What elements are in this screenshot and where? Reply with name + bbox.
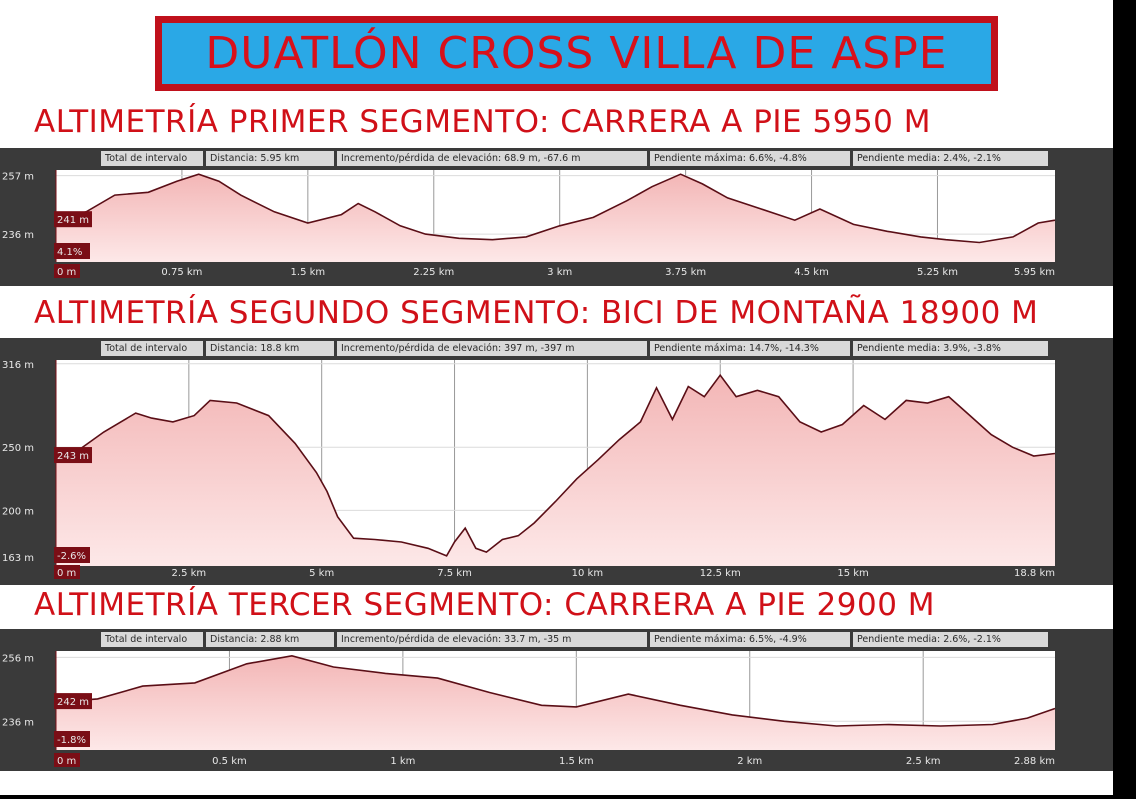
y-tick-label: 257 m xyxy=(2,172,34,183)
y-tick-label: 200 m xyxy=(2,506,34,517)
elevation-area xyxy=(56,375,1055,566)
stat-distance: Distancia: 18.8 km xyxy=(206,341,334,356)
elevation-panel-1: Total de intervalo Distancia: 5.95 km In… xyxy=(0,148,1113,286)
x-tick-label: 18.8 km xyxy=(1014,568,1055,579)
x-tick-label: 5 km xyxy=(309,568,334,579)
bottom-border xyxy=(0,795,1136,799)
marker-elev-box xyxy=(54,693,92,710)
start-label-box xyxy=(54,565,80,579)
marker-grade: 4.1% xyxy=(57,247,82,258)
marker-grade-box xyxy=(54,731,90,747)
x-tick-label: 15 km xyxy=(837,568,868,579)
marker-grade-box xyxy=(54,547,90,563)
stats-bar-3: Total de intervalo Distancia: 2.88 km In… xyxy=(0,629,1113,649)
stat-interval: Total de intervalo xyxy=(101,151,203,166)
title-banner-inner: DUATLÓN CROSS VILLA DE ASPE xyxy=(162,23,991,84)
stat-gain-loss: Incremento/pérdida de elevación: 68.9 m,… xyxy=(337,151,647,166)
stat-avg-slope: Pendiente media: 3.9%, -3.8% xyxy=(853,341,1048,356)
elevation-line xyxy=(55,654,1056,727)
x-tick-label: 2.25 km xyxy=(413,267,454,278)
marker-elev-box xyxy=(54,447,92,464)
stat-distance: Distancia: 2.88 km xyxy=(206,632,334,647)
marker-elevation: 241 m xyxy=(57,215,89,226)
x-tick-label: 1 km xyxy=(390,756,415,767)
y-tick-label: 236 m xyxy=(2,230,34,241)
stat-max-slope: Pendiente máxima: 14.7%, -14.3% xyxy=(650,341,850,356)
marker-grade: -1.8% xyxy=(57,735,86,746)
y-tick-label: 163 m xyxy=(2,553,34,564)
x-tick-label: 5.95 km xyxy=(1014,267,1055,278)
elevation-panel-3: Total de intervalo Distancia: 2.88 km In… xyxy=(0,629,1113,771)
elevation-line xyxy=(55,173,1056,244)
elevation-area xyxy=(56,655,1055,750)
stat-max-slope: Pendiente máxima: 6.5%, -4.9% xyxy=(650,632,850,647)
x-tick-label: 0.5 km xyxy=(212,756,247,767)
stats-bar-1: Total de intervalo Distancia: 5.95 km In… xyxy=(0,148,1113,168)
x-tick-label: 4.5 km xyxy=(794,267,829,278)
stat-gain-loss: Incremento/pérdida de elevación: 397 m, … xyxy=(337,341,647,356)
start-label-box xyxy=(54,264,80,278)
marker-elev-box xyxy=(54,211,92,228)
x-tick-label: 1.5 km xyxy=(559,756,594,767)
y-tick-label: 316 m xyxy=(2,360,34,371)
x-tick-label: 12.5 km xyxy=(700,568,741,579)
stat-max-slope: Pendiente máxima: 6.6%, -4.8% xyxy=(650,151,850,166)
x-tick-label: 2.5 km xyxy=(906,756,941,767)
elevation-chart-1: 257 m 236 m 0.75 km 1.5 km 2.25 km 3 km 3.75 k… xyxy=(2,170,1056,278)
marker-grade-box xyxy=(54,243,90,259)
stat-avg-slope: Pendiente media: 2.4%, -2.1% xyxy=(853,151,1048,166)
page-title: DUATLÓN CROSS VILLA DE ASPE xyxy=(205,28,948,79)
elevation-chart-3: 256 m 236 m 0.5 km 1 km 1.5 km 2 km 2.5 km 2.88… xyxy=(2,651,1056,767)
x-tick-label: 7.5 km xyxy=(437,568,472,579)
x-tick-label: 0.75 km xyxy=(161,267,202,278)
start-label: 0 m xyxy=(57,756,76,767)
y-tick-label: 256 m xyxy=(2,653,34,664)
x-tick-label: 10 km xyxy=(572,568,603,579)
stats-bar-2: Total de intervalo Distancia: 18.8 km In… xyxy=(0,338,1113,358)
marker-grade: -2.6% xyxy=(57,551,86,562)
start-label: 0 m xyxy=(57,568,76,579)
stat-avg-slope: Pendiente media: 2.6%, -2.1% xyxy=(853,632,1048,647)
elevation-line xyxy=(55,373,1056,557)
start-label: 0 m xyxy=(57,267,76,278)
y-tick-label: 236 m xyxy=(2,717,34,728)
x-tick-label: 2 km xyxy=(737,756,762,767)
x-tick-label: 2.5 km xyxy=(172,568,207,579)
elevation-panel-2: Total de intervalo Distancia: 18.8 km In… xyxy=(0,338,1113,585)
segment-heading-3: ALTIMETRÍA TERCER SEGMENTO: CARRERA A PI… xyxy=(34,587,936,623)
stat-interval: Total de intervalo xyxy=(101,341,203,356)
x-tick-label: 5.25 km xyxy=(917,267,958,278)
elevation-chart-2: 316 m 250 m 200 m 163 m 2.5 km 5 km 7.5 km 10 k… xyxy=(2,360,1056,579)
start-label-box xyxy=(54,753,80,767)
marker-elevation: 243 m xyxy=(57,451,89,462)
segment-heading-1: ALTIMETRÍA PRIMER SEGMENTO: CARRERA A PI… xyxy=(34,104,931,140)
x-tick-label: 1.5 km xyxy=(291,267,326,278)
right-border xyxy=(1113,0,1136,799)
elevation-area xyxy=(56,174,1055,262)
segment-heading-2: ALTIMETRÍA SEGUNDO SEGMENTO: BICI DE MON… xyxy=(34,295,1039,331)
stat-distance: Distancia: 5.95 km xyxy=(206,151,334,166)
x-tick-label: 2.88 km xyxy=(1014,756,1055,767)
x-tick-label: 3.75 km xyxy=(665,267,706,278)
marker-elevation: 242 m xyxy=(57,697,89,708)
stat-interval: Total de intervalo xyxy=(101,632,203,647)
stat-gain-loss: Incremento/pérdida de elevación: 33.7 m,… xyxy=(337,632,647,647)
title-banner: DUATLÓN CROSS VILLA DE ASPE xyxy=(155,16,998,91)
y-tick-label: 250 m xyxy=(2,443,34,454)
x-tick-label: 3 km xyxy=(547,267,572,278)
